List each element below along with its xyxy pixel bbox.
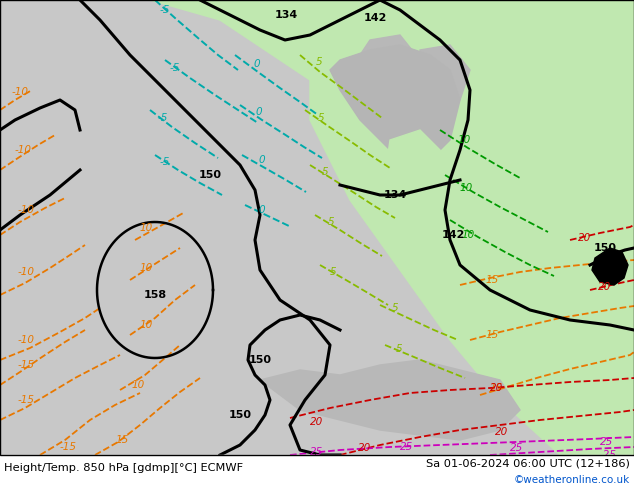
Text: 25: 25: [510, 443, 523, 453]
Text: -5: -5: [170, 63, 181, 73]
Text: ©weatheronline.co.uk: ©weatheronline.co.uk: [514, 475, 630, 485]
Text: -10: -10: [18, 335, 35, 345]
Text: -5: -5: [160, 5, 171, 15]
Text: 134: 134: [275, 10, 297, 20]
Text: -5: -5: [160, 157, 171, 167]
Text: 142: 142: [363, 13, 387, 23]
Text: 25: 25: [600, 437, 613, 447]
Text: 5: 5: [318, 113, 325, 123]
Text: -10: -10: [18, 267, 35, 277]
Polygon shape: [260, 360, 520, 440]
Text: 20: 20: [310, 417, 323, 427]
Polygon shape: [150, 0, 634, 140]
Text: 10: 10: [132, 380, 145, 390]
Text: -10: -10: [15, 145, 32, 155]
Polygon shape: [385, 130, 450, 210]
Text: 20: 20: [578, 233, 592, 243]
Text: 15: 15: [490, 383, 503, 393]
Text: 5: 5: [316, 57, 323, 67]
Polygon shape: [360, 35, 420, 100]
Text: 5: 5: [396, 344, 403, 354]
Text: 0: 0: [258, 205, 264, 215]
Text: -15: -15: [18, 395, 35, 405]
Text: 5: 5: [322, 167, 328, 177]
Polygon shape: [0, 455, 634, 490]
Text: 5: 5: [392, 303, 399, 313]
Text: 158: 158: [143, 290, 167, 300]
Text: Height/Temp. 850 hPa [gdmp][°C] ECMWF: Height/Temp. 850 hPa [gdmp][°C] ECMWF: [4, 463, 243, 473]
Text: 20: 20: [495, 427, 508, 437]
Text: 0: 0: [255, 107, 262, 117]
Text: 150: 150: [249, 355, 271, 365]
Text: 10: 10: [140, 223, 153, 233]
Text: 25: 25: [310, 447, 323, 457]
Text: -15: -15: [18, 360, 35, 370]
Text: -15: -15: [60, 442, 77, 452]
Text: 20: 20: [358, 443, 372, 453]
Text: -10: -10: [18, 205, 35, 215]
Text: 10: 10: [460, 183, 473, 193]
Text: -5: -5: [158, 113, 169, 123]
Text: 150: 150: [228, 410, 252, 420]
Text: 0: 0: [253, 59, 260, 69]
Text: 10: 10: [140, 263, 153, 273]
Text: -25: -25: [600, 450, 617, 460]
Text: 134: 134: [384, 190, 406, 200]
Polygon shape: [310, 0, 634, 455]
Text: 150: 150: [593, 243, 616, 253]
Polygon shape: [330, 45, 460, 170]
Text: Sa 01-06-2024 06:00 UTC (12+186): Sa 01-06-2024 06:00 UTC (12+186): [426, 458, 630, 468]
Text: 25: 25: [400, 442, 413, 452]
Text: 15: 15: [485, 330, 498, 340]
Text: 10: 10: [458, 135, 471, 145]
Text: 10: 10: [140, 320, 153, 330]
Text: 150: 150: [198, 170, 221, 180]
Text: 15: 15: [485, 275, 498, 285]
Polygon shape: [592, 248, 628, 285]
Text: 0: 0: [258, 155, 264, 165]
Polygon shape: [420, 45, 470, 100]
Polygon shape: [0, 0, 634, 455]
Text: 20: 20: [598, 282, 611, 292]
Text: 5: 5: [330, 267, 337, 277]
Text: 20: 20: [490, 383, 503, 393]
Text: 142: 142: [441, 230, 465, 240]
Text: -10: -10: [12, 87, 29, 97]
Text: 15: 15: [115, 435, 128, 445]
Text: 5: 5: [328, 217, 335, 227]
Text: 10: 10: [462, 230, 476, 240]
